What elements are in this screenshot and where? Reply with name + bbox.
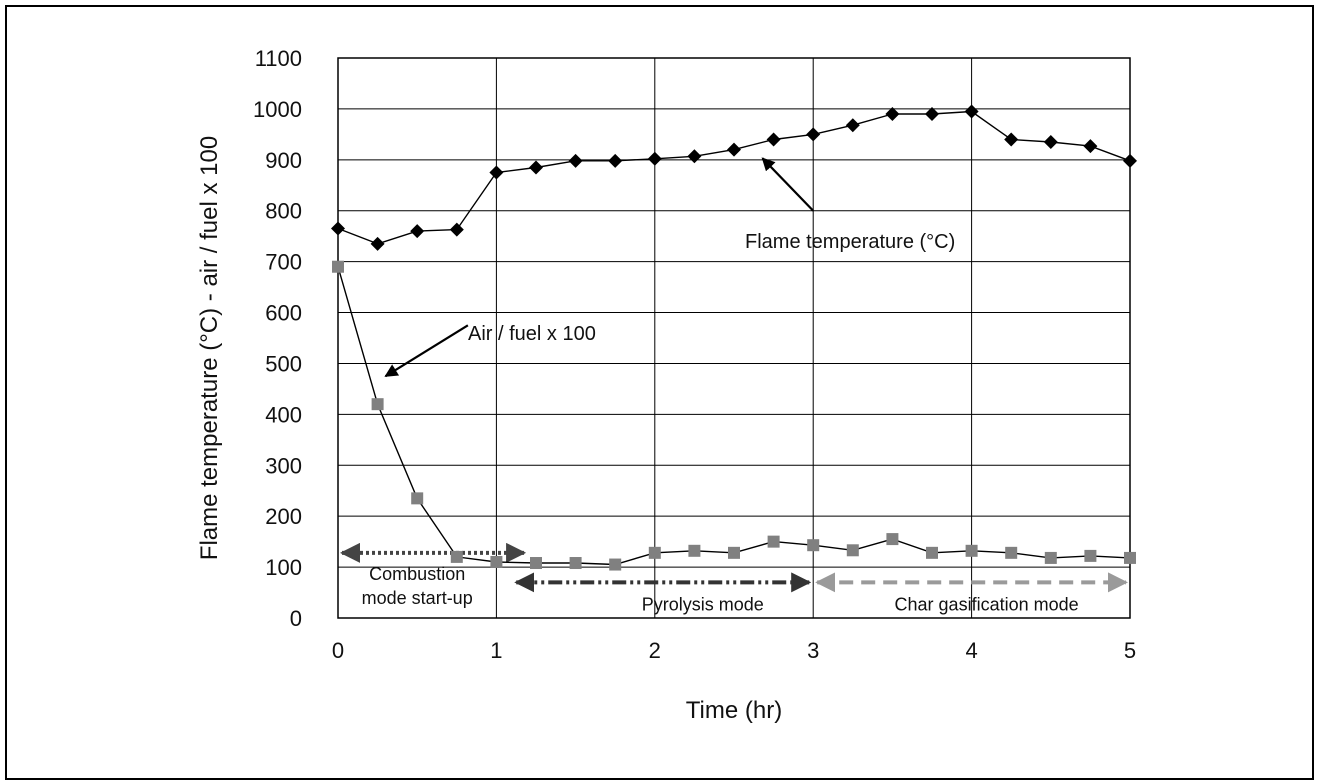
data-point xyxy=(608,153,623,168)
data-point xyxy=(648,546,661,559)
data-point xyxy=(767,535,780,548)
y-tick-label: 800 xyxy=(265,199,302,224)
annotation-arrow xyxy=(761,157,814,212)
data-point xyxy=(766,132,781,147)
y-tick-label: 200 xyxy=(265,504,302,529)
data-point xyxy=(845,118,860,133)
y-tick-label: 500 xyxy=(265,351,302,376)
y-tick-label: 100 xyxy=(265,555,302,580)
annotation-label: Air / fuel x 100 xyxy=(468,323,596,345)
mode-arrow-0: Combustion mode start-up xyxy=(340,542,527,608)
y-axis-label: Flame temperature (°C) - air / fuel x 10… xyxy=(196,136,223,560)
data-point xyxy=(925,107,939,121)
data-point xyxy=(687,149,702,164)
mode-label: Pyrolysis mode xyxy=(642,594,764,614)
data-point xyxy=(647,151,662,166)
x-tick-label: 3 xyxy=(807,638,819,663)
data-point xyxy=(450,550,463,563)
data-point xyxy=(410,224,425,239)
data-point xyxy=(1123,153,1137,168)
y-tick-label: 300 xyxy=(265,453,302,478)
series-line xyxy=(337,266,1131,566)
mode-label-line2: mode start-up xyxy=(362,588,473,608)
data-point xyxy=(370,236,385,251)
x-tick-labels: 0 1 2 3 4 5 xyxy=(332,638,1136,663)
annotation-0: Flame temperature (°C) xyxy=(745,157,955,253)
data-point xyxy=(331,221,345,236)
data-point xyxy=(490,556,503,568)
mode-arrow-2: Char gasification mode xyxy=(815,572,1128,614)
y-tick-label: 600 xyxy=(265,301,302,326)
mode-label: Combustion xyxy=(369,564,465,584)
series-0 xyxy=(331,104,1137,251)
y-tick-label: 0 xyxy=(290,606,302,631)
data-point xyxy=(728,546,740,559)
data-point xyxy=(1043,135,1058,149)
y-tick-label: 900 xyxy=(265,148,302,173)
data-point xyxy=(964,104,979,119)
mode-arrows: Combustion mode start-up Pyrolysis mode Cha… xyxy=(340,542,1128,614)
series-1 xyxy=(332,260,1136,571)
data-point xyxy=(1044,551,1057,564)
data-point xyxy=(688,544,701,557)
data-point xyxy=(568,153,583,168)
annotation-1: Air / fuel x 100 xyxy=(384,323,596,378)
data-point xyxy=(926,546,938,559)
data-point xyxy=(807,539,820,552)
series xyxy=(331,104,1137,571)
annotation-arrow xyxy=(384,324,469,378)
data-point xyxy=(886,533,899,546)
data-point xyxy=(530,557,542,570)
annotation-label: Flame temperature (°C) xyxy=(745,231,955,253)
data-point xyxy=(885,107,900,121)
data-point xyxy=(727,142,741,157)
data-point xyxy=(609,558,622,571)
y-tick-label: 400 xyxy=(265,402,302,427)
data-point xyxy=(449,222,464,237)
data-point xyxy=(411,492,424,505)
plot-area xyxy=(337,57,1131,619)
y-tick-label: 1000 xyxy=(253,97,302,122)
mode-arrow-1: Pyrolysis mode xyxy=(514,572,812,614)
y-tick-label: 700 xyxy=(265,250,302,275)
data-point xyxy=(489,165,504,180)
data-point xyxy=(529,160,543,175)
data-point xyxy=(332,260,344,273)
data-point xyxy=(1124,551,1136,564)
data-point xyxy=(569,557,582,570)
x-tick-label: 4 xyxy=(965,638,977,663)
data-point xyxy=(846,544,859,557)
data-point xyxy=(371,398,384,411)
data-point xyxy=(1004,132,1019,147)
data-point xyxy=(1005,546,1018,559)
x-tick-label: 1 xyxy=(490,638,502,663)
x-axis-label: Time (hr) xyxy=(686,697,782,724)
x-tick-label: 0 xyxy=(332,638,344,663)
x-tick-label: 5 xyxy=(1124,638,1136,663)
data-point xyxy=(965,544,978,557)
y-tick-label: 1100 xyxy=(255,46,302,71)
x-tick-label: 2 xyxy=(649,638,661,663)
y-tick-labels: 0 100 200 300 400 500 600 700 800 900 1000 1100 xyxy=(253,46,302,631)
data-point xyxy=(1084,549,1097,562)
data-point xyxy=(1083,139,1098,154)
annotations: Flame temperature (°C) Air / fuel x 100 xyxy=(384,157,955,378)
data-point xyxy=(806,127,821,142)
mode-label: Char gasification mode xyxy=(895,594,1079,614)
